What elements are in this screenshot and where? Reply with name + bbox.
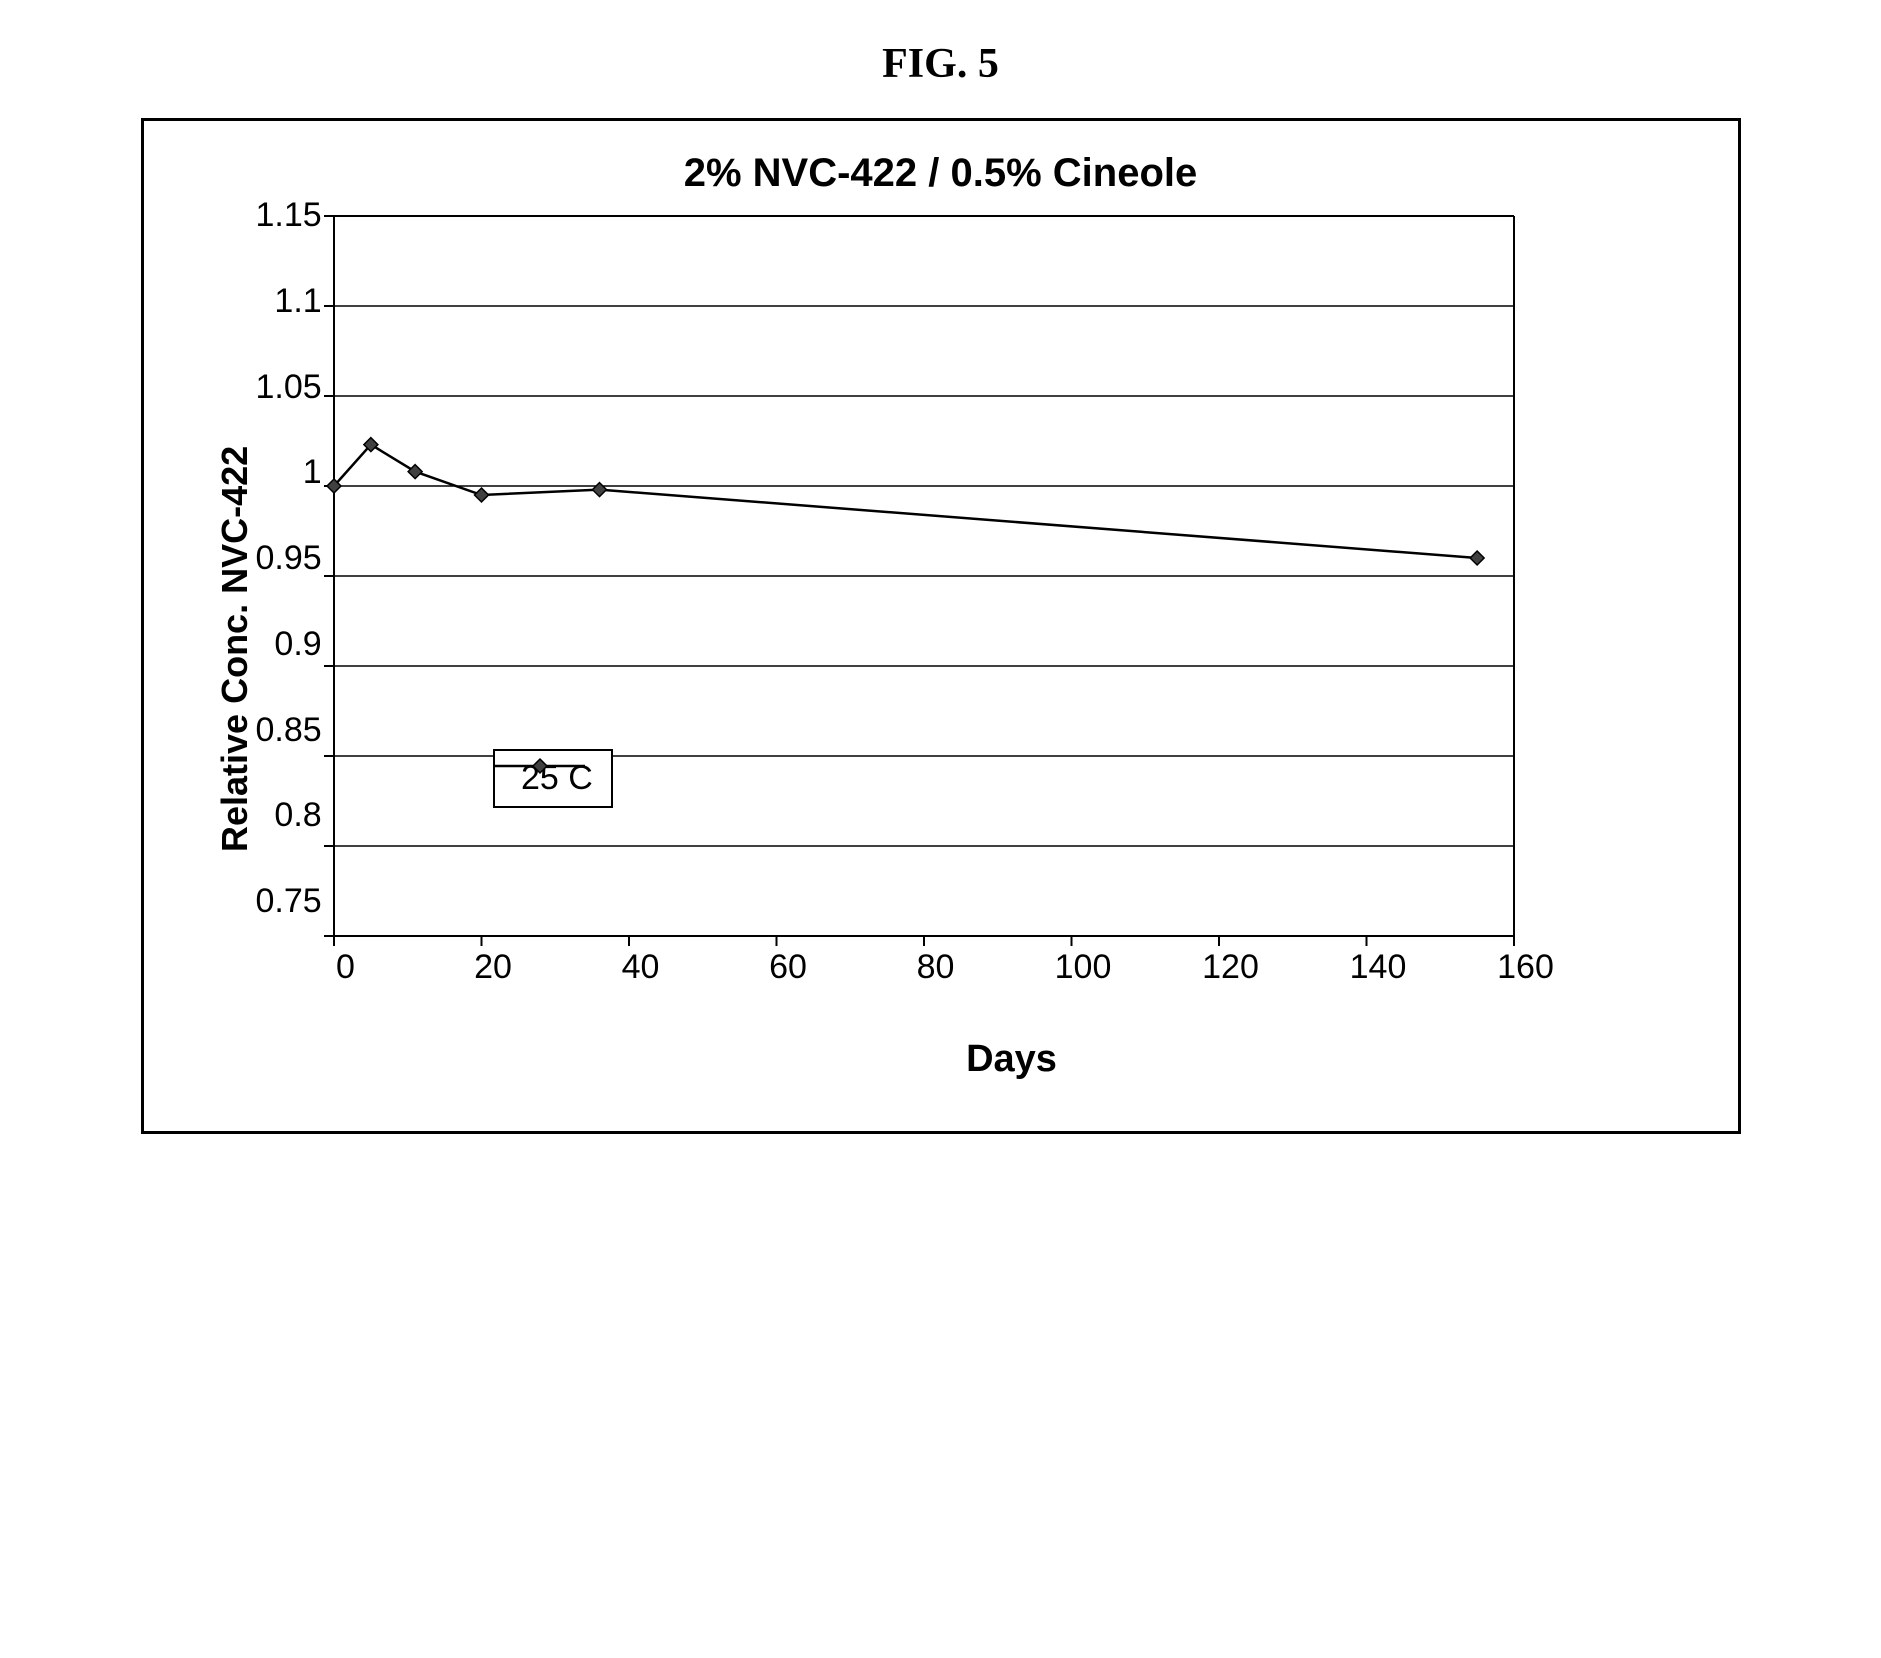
x-tick-label: 60 xyxy=(769,948,807,987)
y-tick-label: 1 xyxy=(303,455,322,489)
x-tick-labels: 020406080100120140160 xyxy=(346,948,1678,988)
x-axis-label: Days xyxy=(346,1038,1678,1081)
plot-row: 1.151.11.0510.950.90.850.80.75 25 C xyxy=(256,216,1678,936)
y-tick-label: 0.95 xyxy=(256,541,322,575)
y-tick-label: 0.8 xyxy=(274,798,321,832)
y-tick-label: 0.75 xyxy=(256,884,322,918)
figure-wrapper: FIG. 5 2% NVC-422 / 0.5% Cineole Relativ… xyxy=(141,40,1741,1134)
x-tick-label: 40 xyxy=(622,948,660,987)
y-tick-label: 0.85 xyxy=(256,713,322,747)
x-tick-label: 0 xyxy=(336,948,355,987)
chart-body: Relative Conc. NVC-422 1.151.11.0510.950… xyxy=(204,216,1678,1081)
legend: 25 C xyxy=(493,749,613,808)
plot-area: 25 C xyxy=(334,216,1514,936)
x-tick-label: 100 xyxy=(1055,948,1112,987)
x-tick-label: 20 xyxy=(474,948,512,987)
figure-label: FIG. 5 xyxy=(141,40,1741,88)
x-tick-label: 160 xyxy=(1497,948,1554,987)
legend-marker-icon xyxy=(495,751,611,806)
plot-column: 1.151.11.0510.950.90.850.80.75 25 C 0204… xyxy=(256,216,1678,1081)
chart-outer-border: 2% NVC-422 / 0.5% Cineole Relative Conc.… xyxy=(141,118,1741,1134)
y-axis-label: Relative Conc. NVC-422 xyxy=(204,216,256,1081)
x-tick-label: 120 xyxy=(1202,948,1259,987)
x-tick-label: 80 xyxy=(917,948,955,987)
y-tick-label: 1.1 xyxy=(274,284,321,318)
plot-svg xyxy=(334,216,1514,936)
y-tick-label: 1.05 xyxy=(256,370,322,404)
y-tick-label: 1.15 xyxy=(256,198,322,232)
chart-title: 2% NVC-422 / 0.5% Cineole xyxy=(204,151,1678,196)
y-tick-label: 0.9 xyxy=(274,627,321,661)
x-tick-label: 140 xyxy=(1350,948,1407,987)
y-tick-labels: 1.15 1.1 1.05 1 0.95 0.9 0.85 0.8 0.75 xyxy=(256,198,334,918)
